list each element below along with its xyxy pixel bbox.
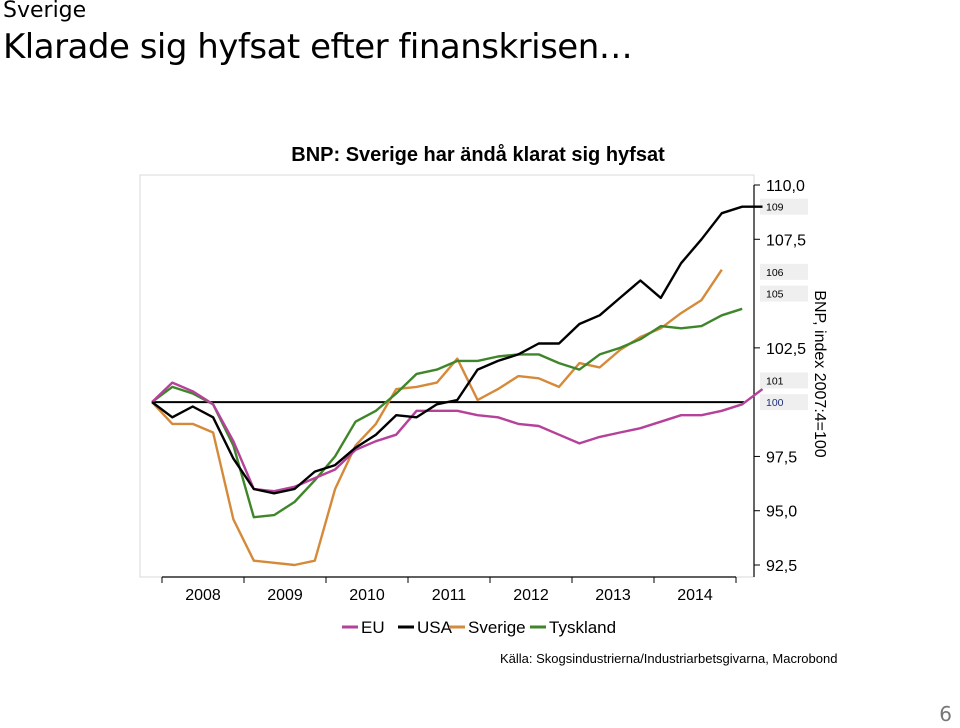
series-line-sverige xyxy=(151,269,723,567)
end-label-box xyxy=(760,263,808,280)
end-label-box xyxy=(760,285,808,302)
chart-title: BNP: Sverige har ändå klarat sig hyfsat xyxy=(291,143,665,166)
end-label: 100 xyxy=(766,397,784,409)
end-label: 101 xyxy=(766,375,784,387)
x-tick-label: 2014 xyxy=(677,587,713,604)
slide-title: Klarade sig hyfsat efter finanskrisen… xyxy=(3,27,633,67)
legend-label-tyskland: Tyskland xyxy=(549,618,616,637)
x-tick-label: 2012 xyxy=(513,587,549,604)
end-label: 109 xyxy=(766,202,784,214)
end-label-box xyxy=(760,198,808,215)
legend: EU USA Sverige Tyskland xyxy=(342,618,616,637)
y-tick-label: 102,5 xyxy=(766,341,806,358)
y-tick-label: 92,5 xyxy=(766,558,797,575)
end-label: 105 xyxy=(766,289,784,301)
y-tick-label: 97,5 xyxy=(766,449,797,466)
slide-kicker: Sverige xyxy=(3,0,87,23)
x-tick-label: 2013 xyxy=(595,587,631,604)
y-tick-label: 95,0 xyxy=(766,504,797,521)
y-tick-label: 107,5 xyxy=(766,232,806,249)
legend-label-usa: USA xyxy=(417,618,453,637)
y-tick-label: 110,0 xyxy=(766,178,805,195)
end-label: 106 xyxy=(766,267,784,279)
x-tick-label: 2011 xyxy=(432,587,467,604)
x-tick-label: 2008 xyxy=(185,587,221,604)
y-axis-label: BNP, index 2007:4=100 xyxy=(811,290,828,458)
end-label-box xyxy=(760,372,808,389)
legend-label-eu: EU xyxy=(361,618,385,637)
series-line-usa xyxy=(151,205,763,495)
source-note: Källa: Skogsindustrierna/Industriarbetsg… xyxy=(500,651,838,666)
x-tick-label: 2009 xyxy=(267,587,303,604)
end-label-box xyxy=(760,394,808,411)
series-line-tyskland xyxy=(151,307,743,519)
page-number: 6 xyxy=(939,702,952,726)
legend-label-sverige: Sverige xyxy=(468,618,526,637)
x-tick-label: 2010 xyxy=(349,587,385,604)
